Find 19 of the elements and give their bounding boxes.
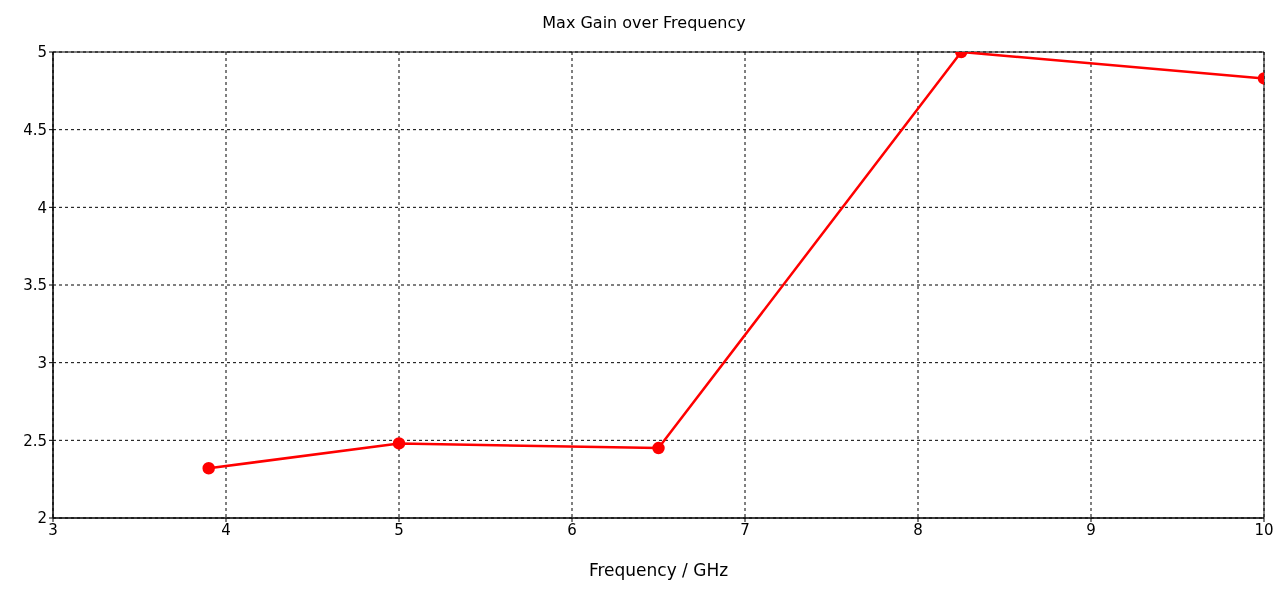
point — [202, 462, 215, 475]
x-axis-title: Frequency / GHz — [588, 560, 729, 580]
y-tick-label: 3.5 — [23, 276, 47, 295]
x-tick-label: 6 — [567, 520, 577, 539]
x-tick-label: 4 — [221, 520, 231, 539]
y-tick-label: 2.5 — [23, 431, 47, 450]
x-tick-label: 7 — [740, 520, 750, 539]
y-tick-label: 4 — [37, 198, 47, 217]
x-tick-label: 5 — [394, 520, 404, 539]
x-tick-label: 9 — [1086, 520, 1096, 539]
point — [392, 437, 406, 450]
y-tick-label: 5 — [37, 43, 47, 62]
x-tick-label: 10 — [1254, 520, 1274, 539]
point — [652, 441, 665, 455]
y-tick-label: 4.5 — [23, 120, 47, 139]
x-tick-label: 8 — [913, 520, 923, 539]
y-tick-label: 2 — [37, 509, 47, 528]
chart-title: Max Gain over Frequency — [541, 12, 747, 34]
y-tick-label: 3 — [37, 353, 47, 372]
